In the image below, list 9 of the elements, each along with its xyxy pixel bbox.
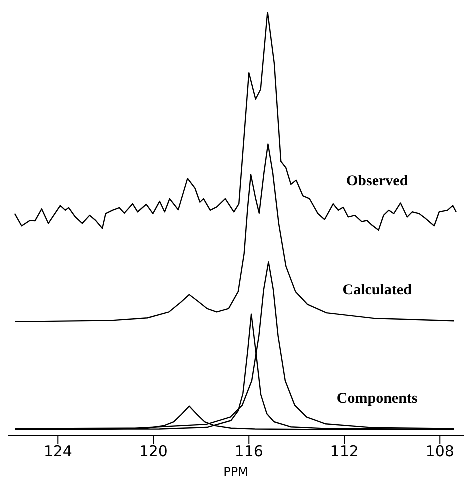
x-tick-label: 124 — [44, 442, 72, 461]
series-label: Components — [336, 391, 418, 408]
series-label: Calculated — [342, 282, 413, 299]
x-tick-label: 120 — [139, 442, 168, 461]
x-tick-label: 108 — [426, 442, 454, 461]
x-tick-label: 116 — [234, 442, 264, 461]
series-label: Observed — [346, 174, 409, 190]
x-axis-title: PPM — [224, 465, 248, 479]
x-tick-label: 112 — [330, 442, 359, 461]
